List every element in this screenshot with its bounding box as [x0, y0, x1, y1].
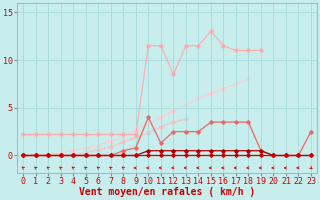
X-axis label: Vent moyen/en rafales ( km/h ): Vent moyen/en rafales ( km/h )	[79, 187, 255, 197]
